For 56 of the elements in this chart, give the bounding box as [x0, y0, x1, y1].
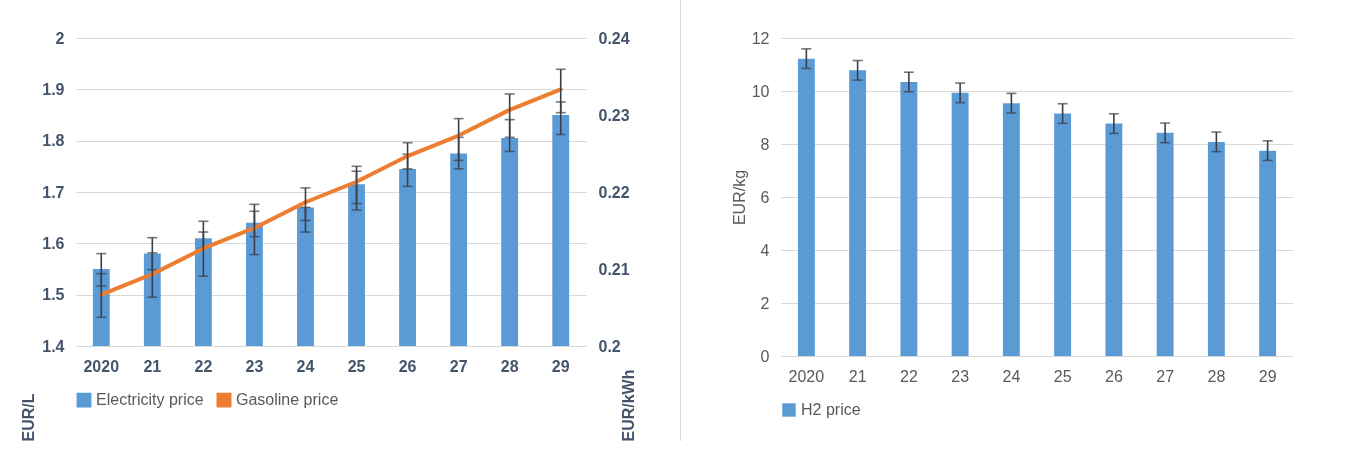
x-tick-label: 28 [500, 357, 519, 375]
bar [951, 92, 969, 356]
x-tick-label: 25 [347, 357, 366, 375]
x-tick-label: 25 [1053, 367, 1072, 385]
x-tick-label: 26 [398, 357, 417, 375]
y-tick-label: 8 [760, 135, 770, 153]
bar [1207, 141, 1225, 356]
y-tick-label: 4 [760, 241, 770, 259]
y2-tick-label: 0.22 [598, 183, 630, 201]
y-tick-label: 1.5 [42, 286, 65, 304]
legend-label: Electricity price [96, 391, 204, 409]
y-tick-label: 1.6 [42, 234, 65, 252]
x-tick-label: 23 [951, 367, 970, 385]
y-tick-label: 12 [751, 29, 770, 47]
x-tick-label: 22 [194, 357, 213, 375]
line-series [99, 87, 563, 297]
bar [1259, 150, 1277, 356]
x-tick-label: 23 [245, 357, 264, 375]
x-tick-label: 27 [1156, 367, 1175, 385]
y-tick-label: 1.7 [42, 183, 65, 201]
bar [849, 70, 867, 356]
x-tick-label: 27 [449, 357, 468, 375]
y-tick-label: 1.4 [42, 337, 65, 355]
y2-tick-label: 0.23 [598, 106, 630, 124]
x-tick-label: 22 [899, 367, 918, 385]
y-axis-title: EUR/kg [730, 169, 748, 226]
x-tick-label: 29 [551, 357, 570, 375]
y2-axis-title: EUR/kWh [619, 369, 637, 442]
x-tick-label: 2020 [83, 357, 120, 375]
y-tick-label: 2 [55, 29, 65, 47]
bar [1105, 123, 1123, 356]
x-tick-label: 28 [1207, 367, 1226, 385]
legend-label: Gasoline price [236, 391, 339, 409]
x-tick-label: 2020 [788, 367, 825, 385]
y-tick-label: 6 [760, 188, 770, 206]
y-tick-label: 10 [751, 82, 770, 100]
x-tick-label: 29 [1258, 367, 1277, 385]
x-tick-label: 24 [296, 357, 315, 375]
bar [797, 58, 815, 356]
y2-tick-label: 0.21 [598, 260, 630, 278]
y2-tick-label: 0.24 [598, 29, 630, 47]
bar [1054, 113, 1072, 356]
x-tick-label: 21 [848, 367, 867, 385]
legend-label: H2 price [801, 401, 861, 418]
y-tick-label: 0 [760, 347, 770, 365]
bar [900, 81, 918, 356]
bar [1156, 132, 1174, 356]
x-tick-label: 21 [143, 357, 162, 375]
x-tick-label: 26 [1104, 367, 1123, 385]
y-tick-label: 1.9 [42, 80, 65, 98]
y-axis-title: EUR/L [19, 393, 37, 442]
bar [1002, 103, 1020, 356]
x-tick-label: 24 [1002, 367, 1021, 385]
y-tick-label: 2 [760, 294, 770, 312]
y-tick-label: 1.8 [42, 132, 65, 150]
y2-tick-label: 0.2 [598, 337, 621, 355]
